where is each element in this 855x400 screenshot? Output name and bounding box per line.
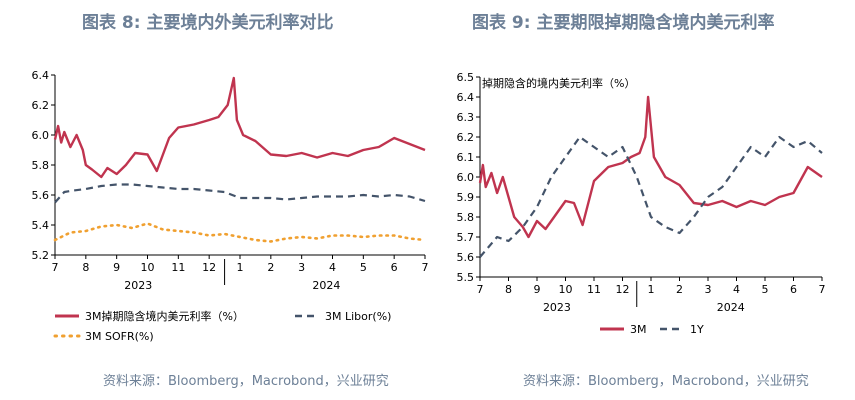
right-x-tick-label: 11 <box>587 283 601 296</box>
right-x-tick-label: 1 <box>648 283 655 296</box>
right-x-tick-label: 2 <box>676 283 683 296</box>
left-legend-label-1: 3M Libor(%) <box>325 310 391 323</box>
left-y-tick-label: 6.2 <box>32 99 50 112</box>
left-x-tick-label: 8 <box>82 261 89 274</box>
right-y-tick-label: 5.7 <box>457 231 475 244</box>
left-chart-title: 图表 8: 主要境内外美元利率对比 <box>82 13 334 33</box>
left-x-tick-label: 6 <box>391 261 398 274</box>
left-x-tick-label: 9 <box>113 261 120 274</box>
left-y-tick-label: 5.4 <box>32 219 50 232</box>
left-y-tick-label: 5.8 <box>32 159 50 172</box>
left-year-label: 2024 <box>312 279 340 292</box>
left-x-tick-label: 2 <box>267 261 274 274</box>
right-x-tick-label: 10 <box>559 283 573 296</box>
left-x-tick-label: 12 <box>202 261 216 274</box>
left-x-tick-label: 5 <box>360 261 367 274</box>
right-y-tick-label: 6.0 <box>457 171 475 184</box>
right-x-tick-label: 3 <box>705 283 712 296</box>
left-x-tick-label: 10 <box>141 261 155 274</box>
left-legend-label-0: 3M掉期隐含境内美元利率（%） <box>85 309 244 323</box>
left-x-tick-label: 4 <box>329 261 336 274</box>
left-legend-label-2: 3M SOFR(%) <box>85 330 154 343</box>
right-y-tick-label: 5.5 <box>457 271 475 284</box>
left-source-note: 资料来源：Bloomberg，Macrobond，兴业研究 <box>103 374 389 389</box>
right-series-1-line <box>479 135 823 258</box>
left-y-tick-label: 5.2 <box>32 249 50 262</box>
right-year-label: 2024 <box>717 301 745 314</box>
left-y-tick-label: 6.0 <box>32 129 50 142</box>
right-chart-title: 图表 9: 主要期限掉期隐含境内美元利率 <box>472 13 775 33</box>
right-x-tick-label: 12 <box>616 283 630 296</box>
right-legend-label-1: 1Y <box>690 323 704 336</box>
right-y-tick-label: 6.1 <box>457 151 475 164</box>
left-series-0-line <box>53 76 426 179</box>
right-source-note: 资料来源：Bloomberg，Macrobond，兴业研究 <box>523 374 809 389</box>
right-x-tick-label: 8 <box>505 283 512 296</box>
left-year-label: 2023 <box>124 279 152 292</box>
left-x-tick-label: 1 <box>237 261 244 274</box>
right-y-tick-label: 6.2 <box>457 131 475 144</box>
right-y-tick-label: 6.5 <box>457 71 475 84</box>
left-series-1-line <box>54 183 426 204</box>
right-y-tick-label: 6.4 <box>457 91 475 104</box>
right-x-tick-label: 7 <box>819 283 826 296</box>
right-y-tick-label: 5.9 <box>457 191 475 204</box>
left-x-tick-label: 7 <box>52 261 59 274</box>
right-y-tick-label: 5.8 <box>457 211 475 224</box>
right-x-tick-label: 7 <box>477 283 484 296</box>
left-y-tick-label: 6.4 <box>32 69 50 82</box>
right-year-label: 2023 <box>543 301 571 314</box>
right-legend-label-0: 3M <box>630 323 647 336</box>
right-y-axis-label: 掉期隐含的境内美元利率（%） <box>482 76 635 90</box>
left-y-tick-label: 5.6 <box>32 189 50 202</box>
left-series-2-line <box>53 222 427 243</box>
right-x-tick-label: 9 <box>534 283 541 296</box>
right-series-0-line <box>478 95 823 239</box>
right-x-tick-label: 4 <box>733 283 740 296</box>
right-y-tick-label: 5.6 <box>457 251 475 264</box>
right-x-tick-label: 6 <box>790 283 797 296</box>
right-y-tick-label: 6.3 <box>457 111 475 124</box>
left-x-tick-label: 7 <box>422 261 429 274</box>
left-x-tick-label: 11 <box>171 261 185 274</box>
left-x-tick-label: 3 <box>298 261 305 274</box>
right-x-tick-label: 5 <box>762 283 769 296</box>
